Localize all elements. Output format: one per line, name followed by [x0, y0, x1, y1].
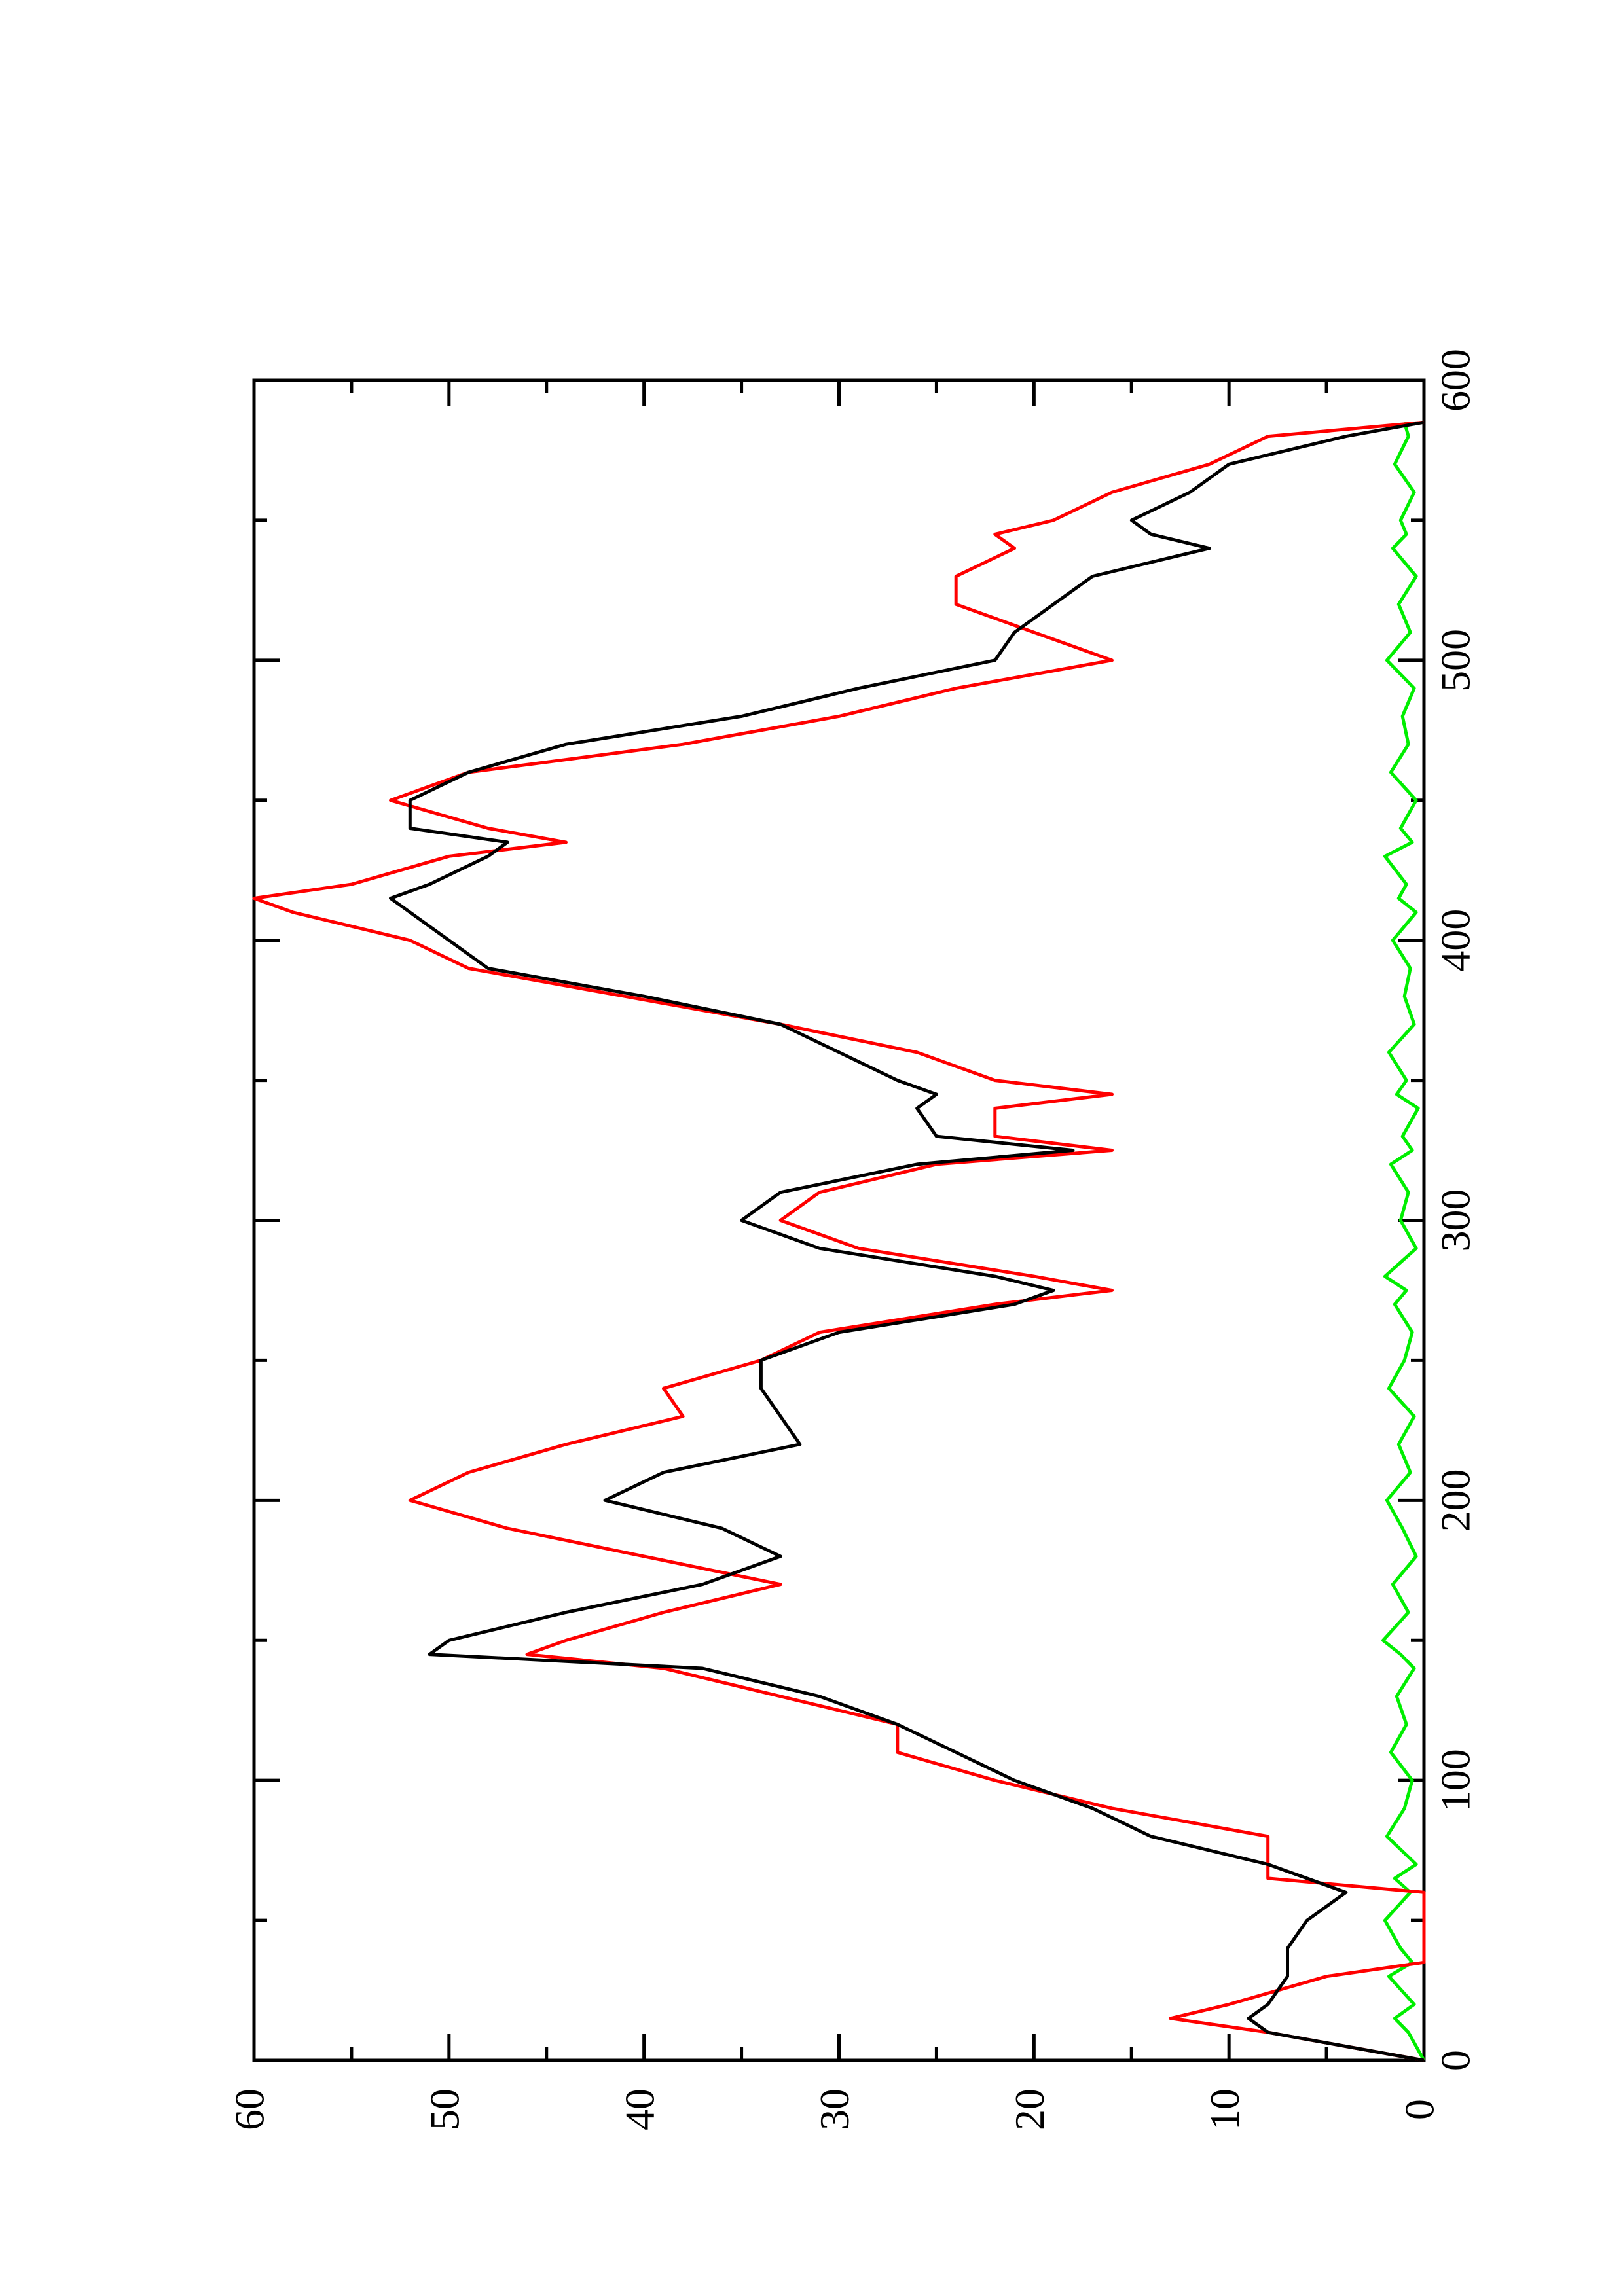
x-tick-label: 400 [1432, 909, 1479, 972]
y-tick-label: 40 [616, 2089, 663, 2130]
y-tick-label: 30 [811, 2089, 858, 2130]
series-line [1381, 422, 1426, 2062]
y-tick-label: 0 [1396, 2099, 1443, 2120]
series-line [389, 420, 1425, 2062]
x-tick-label: 100 [1432, 1749, 1479, 1812]
y-tick-label: 50 [422, 2089, 468, 2130]
y-tick-label: 60 [227, 2089, 273, 2130]
x-tick-label: 600 [1432, 349, 1479, 412]
y-tick-label: 20 [1006, 2089, 1053, 2130]
x-tick-label: 0 [1432, 2050, 1479, 2071]
x-tick-label: 500 [1432, 629, 1479, 692]
series-line [252, 420, 1426, 2062]
plot-frame [252, 378, 1426, 2062]
x-tick-label: 200 [1432, 1469, 1479, 1532]
x-tick-label: 300 [1432, 1189, 1479, 1252]
y-tick-label: 10 [1201, 2089, 1248, 2130]
